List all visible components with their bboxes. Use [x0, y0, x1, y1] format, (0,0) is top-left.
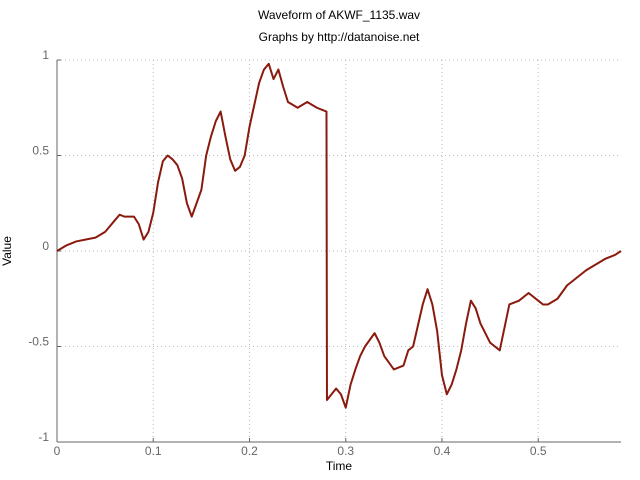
x-axis-label: Time [326, 459, 353, 473]
x-tick-label: 0 [54, 444, 61, 458]
y-tick-label: 1 [42, 48, 49, 62]
chart-subtitle: Graphs by http://datanoise.net [259, 30, 420, 44]
y-tick-label: 0 [42, 239, 49, 253]
x-tick-label: 0.1 [145, 444, 162, 458]
x-tick-label: 0.3 [337, 444, 354, 458]
chart-title: Waveform of AKWF_1135.wav [258, 8, 420, 22]
x-tick-label: 0.5 [530, 444, 547, 458]
x-tick-label: 0.2 [241, 444, 258, 458]
y-tick-label: -1 [38, 430, 49, 444]
x-tick-label: 0.4 [434, 444, 451, 458]
waveform-line [56, 62, 622, 409]
y-tick-label: -0.5 [28, 335, 49, 349]
y-tick-label: 0.5 [32, 144, 49, 158]
y-axis-label: Value [0, 236, 14, 266]
